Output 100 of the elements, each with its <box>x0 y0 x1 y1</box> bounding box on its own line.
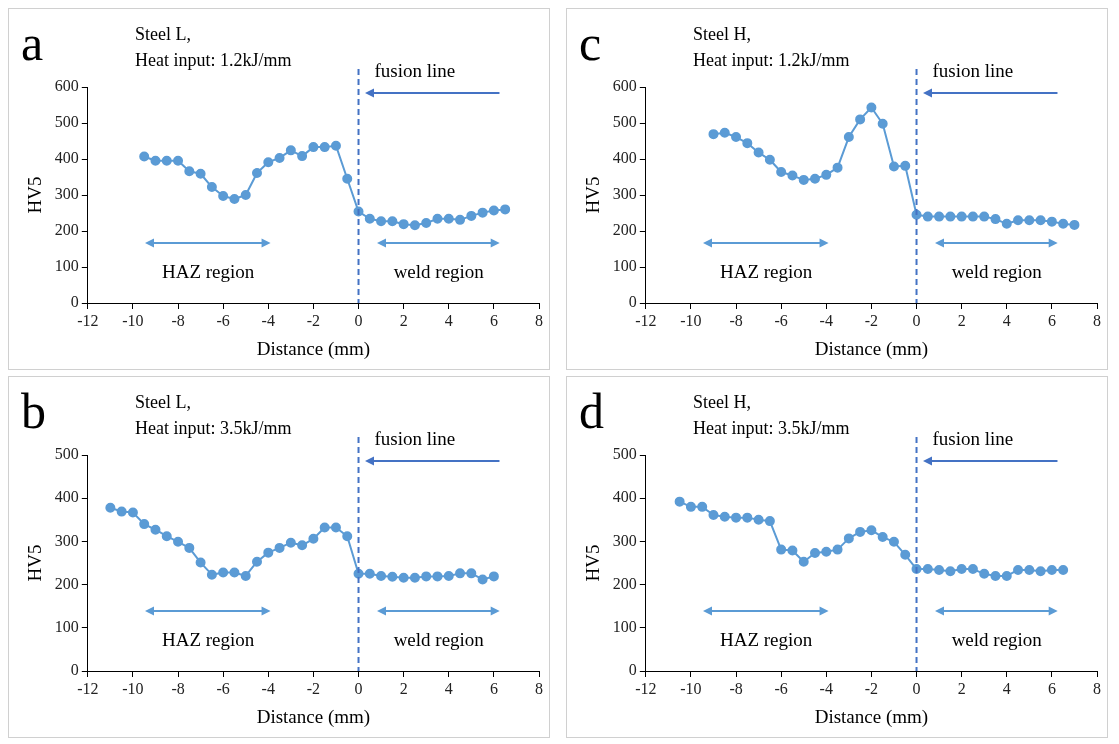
y-tick-label: 200 <box>612 574 637 592</box>
y-tick-label: 400 <box>612 488 637 506</box>
x-tick-label: 6 <box>1047 679 1056 697</box>
chart-subtitle: Steel L, Heat input: 3.5kJ/mm <box>135 391 292 440</box>
point <box>308 533 319 544</box>
point <box>342 531 353 542</box>
point <box>855 114 866 125</box>
ref-line-label: fusion line <box>374 427 456 449</box>
point <box>455 568 466 579</box>
point <box>252 168 262 179</box>
x-tick-label: -10 <box>680 679 702 697</box>
point <box>240 570 251 581</box>
point <box>900 549 911 560</box>
point <box>218 191 229 202</box>
chart-subtitle: Steel H, Heat input: 3.5kJ/mm <box>693 391 850 440</box>
point <box>1035 566 1046 577</box>
point <box>252 556 262 567</box>
point <box>285 537 296 548</box>
x-tick-label: -4 <box>819 679 833 697</box>
y-axis-title: HV5 <box>24 544 46 582</box>
point <box>956 211 967 222</box>
x-tick-label: 6 <box>1047 311 1056 329</box>
x-tick-label: 6 <box>489 679 498 697</box>
x-tick-label: 8 <box>1093 311 1101 329</box>
point <box>810 173 820 184</box>
x-tick-label: -12 <box>77 311 99 329</box>
x-tick-label: 8 <box>535 311 543 329</box>
x-tick-label: -8 <box>729 679 743 697</box>
chart-title: b <box>21 383 46 439</box>
point <box>922 564 933 575</box>
point <box>934 564 945 575</box>
y-tick-label: 600 <box>54 77 79 95</box>
y-tick-label: 0 <box>70 293 79 311</box>
point <box>1046 216 1057 227</box>
x-tick-label: -12 <box>77 679 99 697</box>
point <box>900 160 911 171</box>
point <box>488 571 499 582</box>
y-axis-title: HV5 <box>24 176 46 214</box>
point <box>787 545 798 556</box>
point <box>229 193 240 204</box>
point <box>967 564 978 575</box>
point <box>376 216 387 227</box>
point <box>319 142 330 153</box>
point <box>319 522 330 533</box>
x-tick-label: -10 <box>680 311 702 329</box>
point <box>477 207 488 218</box>
point <box>990 570 1001 581</box>
point <box>184 166 195 177</box>
point <box>888 536 899 547</box>
point <box>674 496 685 507</box>
point <box>127 507 138 518</box>
point <box>432 213 443 224</box>
y-axis-title: HV5 <box>582 544 604 582</box>
x-tick-label: 4 <box>444 679 453 697</box>
point <box>742 512 753 523</box>
point <box>150 524 161 535</box>
x-tick-label: 4 <box>1002 679 1011 697</box>
point <box>206 182 217 193</box>
point <box>218 567 229 578</box>
point <box>731 132 742 143</box>
y-tick-label: 500 <box>54 445 79 463</box>
y-tick-label: 100 <box>612 618 637 635</box>
point <box>967 211 978 222</box>
x-tick-label: -6 <box>774 311 788 329</box>
x-tick-label: 0 <box>354 679 363 697</box>
point <box>330 140 341 151</box>
x-tick-label: -2 <box>864 679 879 697</box>
point <box>443 570 454 581</box>
point <box>776 544 787 555</box>
annotation: weld region <box>393 628 485 650</box>
point <box>719 511 730 522</box>
point <box>398 572 409 583</box>
point <box>409 220 420 231</box>
point <box>161 531 172 542</box>
point <box>161 155 172 166</box>
point <box>139 519 150 530</box>
x-tick-label: -12 <box>635 679 657 697</box>
point <box>195 168 206 179</box>
point <box>229 567 240 578</box>
point <box>1024 564 1035 575</box>
point <box>697 501 708 512</box>
y-tick-label: 200 <box>54 221 79 239</box>
point <box>443 213 454 224</box>
point <box>488 205 499 216</box>
y-tick-label: 0 <box>628 661 637 679</box>
x-tick-label: 8 <box>535 679 543 697</box>
point <box>1013 564 1024 575</box>
point <box>330 522 341 533</box>
point <box>477 574 488 585</box>
x-tick-label: -10 <box>122 311 144 329</box>
point <box>843 533 854 544</box>
point <box>922 211 933 222</box>
point <box>263 157 274 168</box>
point <box>877 118 888 129</box>
point <box>421 571 432 582</box>
point <box>387 216 398 227</box>
point <box>364 213 375 224</box>
y-tick-label: 100 <box>612 257 637 275</box>
y-tick-label: 500 <box>612 113 637 131</box>
x-tick-label: -4 <box>261 311 275 329</box>
